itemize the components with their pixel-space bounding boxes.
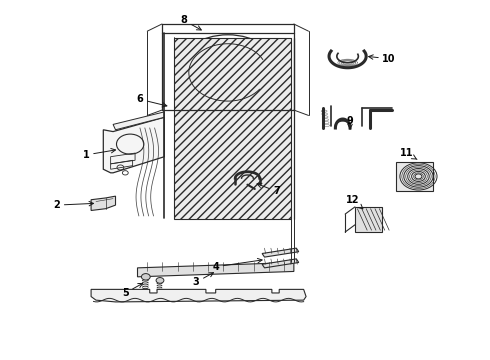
Circle shape — [142, 274, 150, 280]
Polygon shape — [174, 39, 292, 220]
Polygon shape — [138, 262, 294, 277]
Text: 8: 8 — [180, 15, 201, 30]
Polygon shape — [91, 289, 306, 302]
Polygon shape — [113, 112, 164, 130]
Text: 5: 5 — [122, 283, 143, 298]
Text: 11: 11 — [399, 148, 417, 159]
Text: 6: 6 — [137, 94, 167, 107]
Text: 12: 12 — [346, 195, 363, 209]
Text: 3: 3 — [193, 273, 214, 287]
Polygon shape — [355, 207, 382, 232]
Polygon shape — [103, 117, 164, 173]
Text: 1: 1 — [83, 148, 116, 160]
Text: 2: 2 — [53, 200, 94, 210]
Polygon shape — [91, 196, 116, 211]
Polygon shape — [262, 259, 299, 268]
Polygon shape — [396, 162, 433, 191]
Text: 4: 4 — [212, 258, 262, 272]
Text: 7: 7 — [257, 183, 280, 197]
Polygon shape — [262, 248, 299, 257]
Circle shape — [156, 278, 164, 283]
Text: 9: 9 — [347, 116, 353, 129]
Text: 10: 10 — [368, 54, 396, 64]
